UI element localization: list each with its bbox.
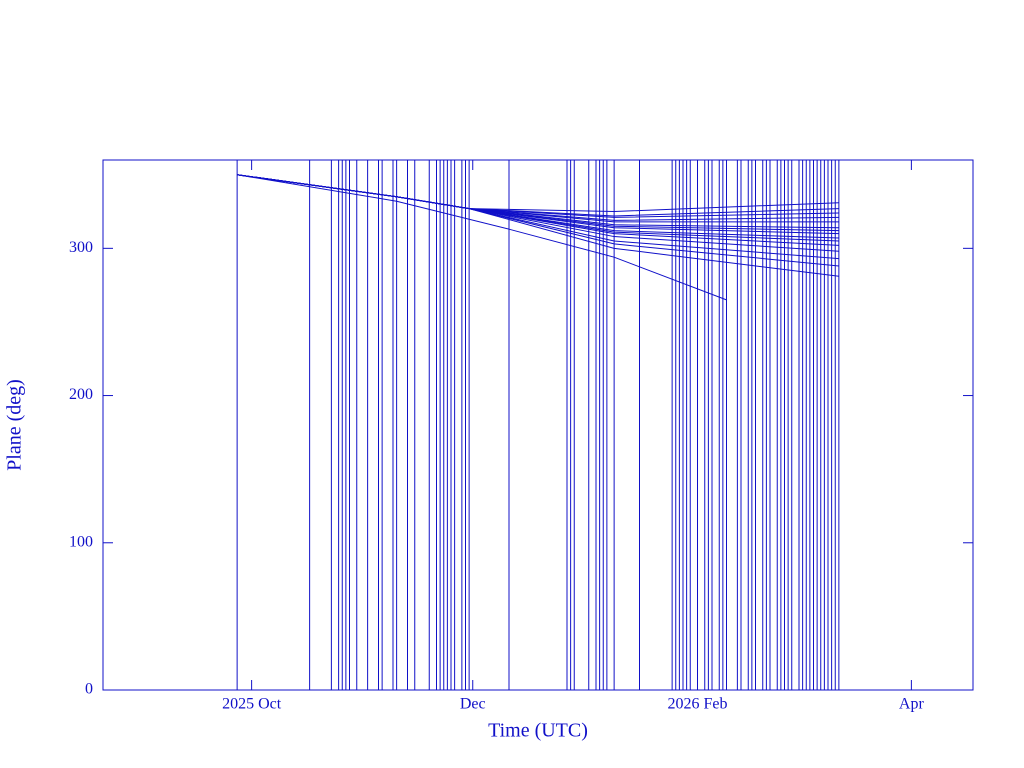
x-axis-label: Time (UTC) <box>488 720 588 742</box>
y-axis-label: Plane (deg) <box>4 379 26 471</box>
y-tick-label: 0 <box>85 681 93 698</box>
series-line <box>237 174 839 277</box>
x-tick-label: Apr <box>899 696 925 713</box>
x-tick-label: 2025 Oct <box>222 696 282 713</box>
series-line <box>237 174 727 301</box>
y-tick-label: 100 <box>69 533 93 550</box>
x-tick-label: 2026 Feb <box>668 696 728 713</box>
y-tick-label: 300 <box>69 239 93 256</box>
plot-frame <box>102 159 974 691</box>
x-tick-label: Dec <box>460 696 486 713</box>
y-tick-label: 200 <box>69 386 93 403</box>
